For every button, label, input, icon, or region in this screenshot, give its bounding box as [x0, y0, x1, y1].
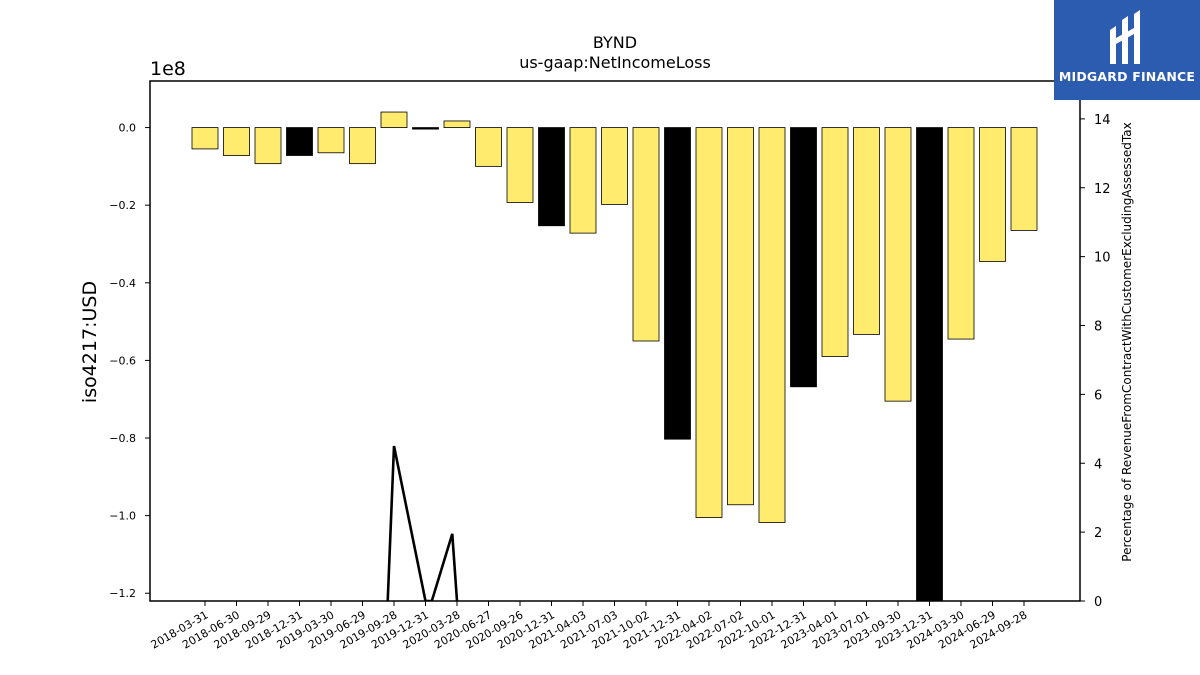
bar-2020-12-31: [538, 127, 565, 227]
bar-2021-12-31: [664, 127, 691, 440]
chart-subtitle: us-gaap:NetIncomeLoss: [519, 53, 711, 72]
y-tick-label: −1.0: [109, 510, 136, 523]
bar-2019-12-31: [412, 127, 439, 130]
y-tick-label: −0.6: [109, 354, 136, 367]
bar-2023-07-01: [853, 127, 880, 335]
y-tick-label: −0.4: [109, 277, 136, 290]
y-offset-text: 1e8: [150, 58, 186, 80]
y2-tick-label: 10: [1094, 251, 1111, 266]
bar-2022-10-01: [758, 127, 786, 524]
y2-tick-label: 14: [1094, 113, 1111, 128]
bar-2020-06-27: [475, 127, 502, 167]
bar-2022-12-31: [790, 127, 817, 388]
bar-2021-07-03: [601, 127, 628, 205]
bar-2022-04-02: [695, 127, 723, 518]
bar-2021-10-02: [632, 127, 660, 342]
logo-text: MIDGARD FINANCE: [1058, 69, 1196, 84]
bar-2024-03-30: [947, 127, 975, 340]
bar-2020-09-26: [506, 127, 534, 203]
percentage-line: [386, 445, 459, 601]
y2-tick-label: 8: [1094, 320, 1102, 335]
y2-tick-label: 6: [1094, 388, 1102, 403]
bar-2019-06-29: [349, 127, 376, 165]
y-tick-label: −0.8: [109, 432, 136, 445]
bar-2020-03-28: [443, 120, 471, 128]
y2-tick-label: 4: [1094, 457, 1102, 472]
bar-2022-07-02: [727, 127, 754, 506]
chart-title: BYND: [593, 33, 637, 52]
y-tick-label: −0.2: [109, 199, 136, 212]
bar-2021-04-03: [569, 127, 597, 234]
bar-2018-09-29: [254, 127, 282, 165]
line-layer: [386, 445, 459, 601]
bar-2023-12-31: [916, 127, 943, 602]
bar-2024-06-29: [979, 127, 1006, 262]
y2-tick-label: 12: [1094, 182, 1111, 197]
midgard-logo-icon: [1110, 10, 1140, 64]
bars: [191, 111, 1038, 602]
y2-axis-label: Percentage of RevenueFromContractWithCus…: [1120, 122, 1134, 561]
y2-tick-label: 0: [1094, 595, 1102, 610]
bar-2024-09-28: [1010, 127, 1038, 231]
y-tick-label: −1.2: [109, 587, 136, 600]
bar-2019-09-28: [380, 111, 408, 128]
bar-2018-03-31: [191, 127, 219, 150]
y-axis-label: iso4217:USD: [79, 281, 101, 403]
y-tick-label: 0.0: [119, 122, 137, 135]
bar-2023-04-01: [821, 127, 849, 357]
bar-2019-03-30: [317, 127, 345, 154]
bar-2023-09-30: [884, 127, 912, 402]
y2-tick-label: 2: [1094, 526, 1102, 541]
bar-2018-12-31: [286, 127, 313, 156]
brand-logo: MIDGARD FINANCE: [1054, 0, 1200, 100]
bar-2018-06-30: [223, 127, 250, 156]
